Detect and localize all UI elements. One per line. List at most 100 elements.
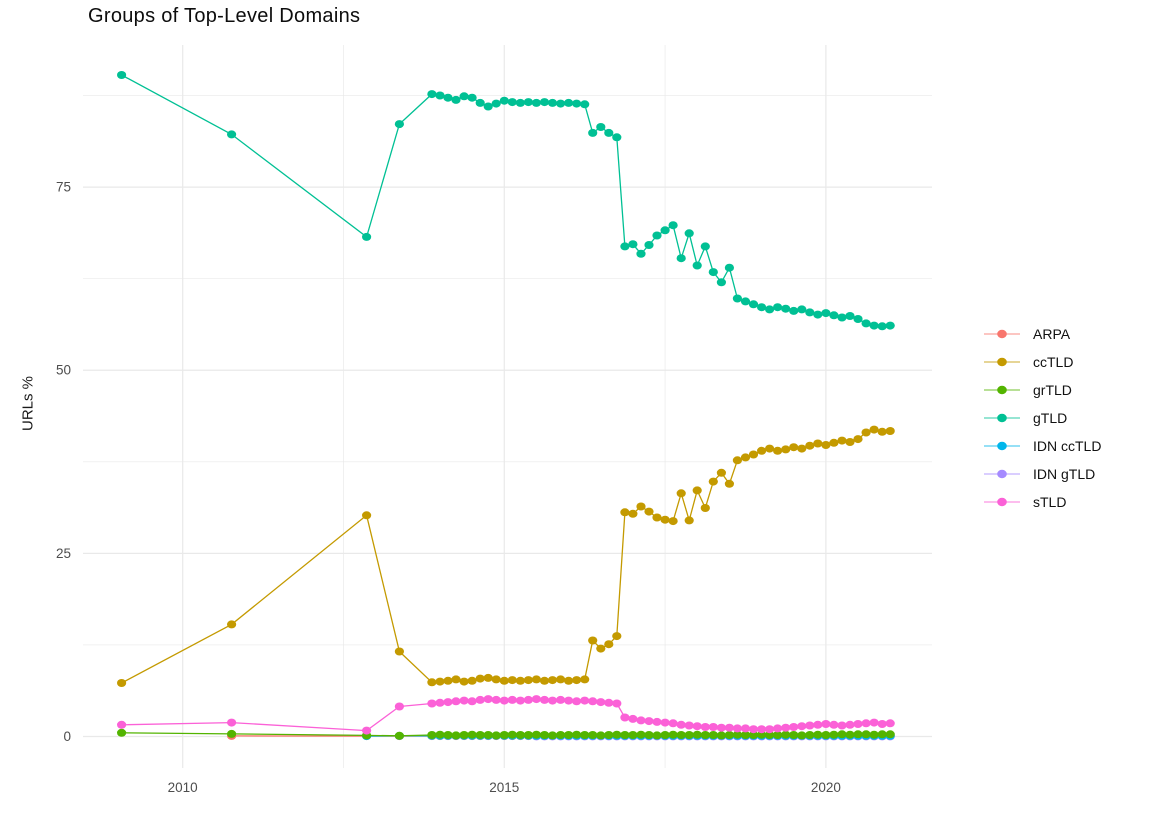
data-point [716,278,727,287]
data-point [773,303,783,312]
legend-item-arpa: ARPA [983,320,1101,348]
data-point [556,695,566,704]
data-point [797,305,807,314]
data-point [813,310,823,319]
data-point [227,130,237,139]
x-tick-label: 2010 [168,780,198,795]
data-point [620,713,630,722]
data-point [821,731,831,739]
legend-label: IDN ccTLD [1033,438,1102,454]
data-point [362,511,372,520]
data-point [117,71,127,79]
data-point [660,731,670,739]
data-point [523,98,534,107]
data-point [740,731,751,739]
data-point [644,717,654,726]
data-point [636,730,646,739]
data-point [684,516,694,525]
data-point [740,453,751,462]
legend-label: ccTLD [1033,354,1074,370]
data-point [475,695,485,704]
legend-label: grTLD [1033,382,1072,398]
legend-key-point [997,329,1007,339]
data-point [877,730,887,739]
data-point [227,729,237,738]
data-point [507,695,517,704]
data-point [491,99,501,108]
data-point [628,714,638,723]
x-tick-label: 2015 [489,780,519,795]
legend-label: gTLD [1033,410,1068,426]
legend-item-idn-cctld: IDN ccTLD [983,432,1101,460]
data-point [475,674,485,683]
data-point [539,731,550,739]
data-point [781,730,791,739]
data-point [805,721,815,730]
data-point [668,730,678,739]
data-point [869,730,879,739]
data-point [773,731,783,739]
legend-label: sTLD [1033,494,1067,510]
data-point [531,730,542,739]
data-point [660,226,670,235]
data-point [580,696,590,705]
data-point [451,731,461,740]
gridlines [83,45,932,768]
data-point [676,254,686,263]
data-point [499,731,509,739]
data-point [765,305,775,314]
legend-key-icon [984,441,1020,451]
data-point [732,456,743,465]
data-point [644,731,654,739]
data-point [588,128,598,137]
data-point [507,98,517,107]
data-point [773,724,783,733]
data-point [507,676,517,685]
data-point [539,695,550,704]
data-point [732,730,743,739]
data-point [459,696,469,705]
data-point [483,102,493,111]
data-point [805,731,815,739]
series-grtld [117,728,895,740]
legend-key-icon [984,385,1020,395]
data-point [362,232,372,241]
data-point [732,724,743,733]
data-point [531,98,542,107]
series-cctld [117,425,895,687]
data-point [507,730,517,739]
data-point [620,731,630,739]
data-point [620,508,630,517]
data-point [427,731,437,739]
data-point [757,725,767,734]
data-point [564,676,574,685]
data-point [652,717,662,726]
data-point [394,731,404,740]
data-point [748,725,759,734]
data-point [564,731,574,739]
data-point [821,720,831,728]
data-point [435,730,445,739]
axis-labels: 2010 2015 2020 0 25 50 75 [56,180,841,795]
data-point [885,427,895,435]
data-point [837,721,847,730]
data-point [572,676,582,685]
data-point [523,695,534,704]
data-point [861,428,871,437]
data-point [748,450,759,459]
data-point [837,436,847,445]
data-point [547,676,558,685]
data-point [684,229,694,238]
data-point [394,647,404,656]
legend-key-icon [984,357,1020,367]
data-point [580,100,590,109]
data-point [644,241,654,249]
data-point [117,679,127,687]
data-point [789,723,799,731]
data-point [556,99,566,108]
data-point [580,731,590,739]
data-point [443,731,453,739]
data-point [612,133,622,142]
data-point [732,294,743,303]
